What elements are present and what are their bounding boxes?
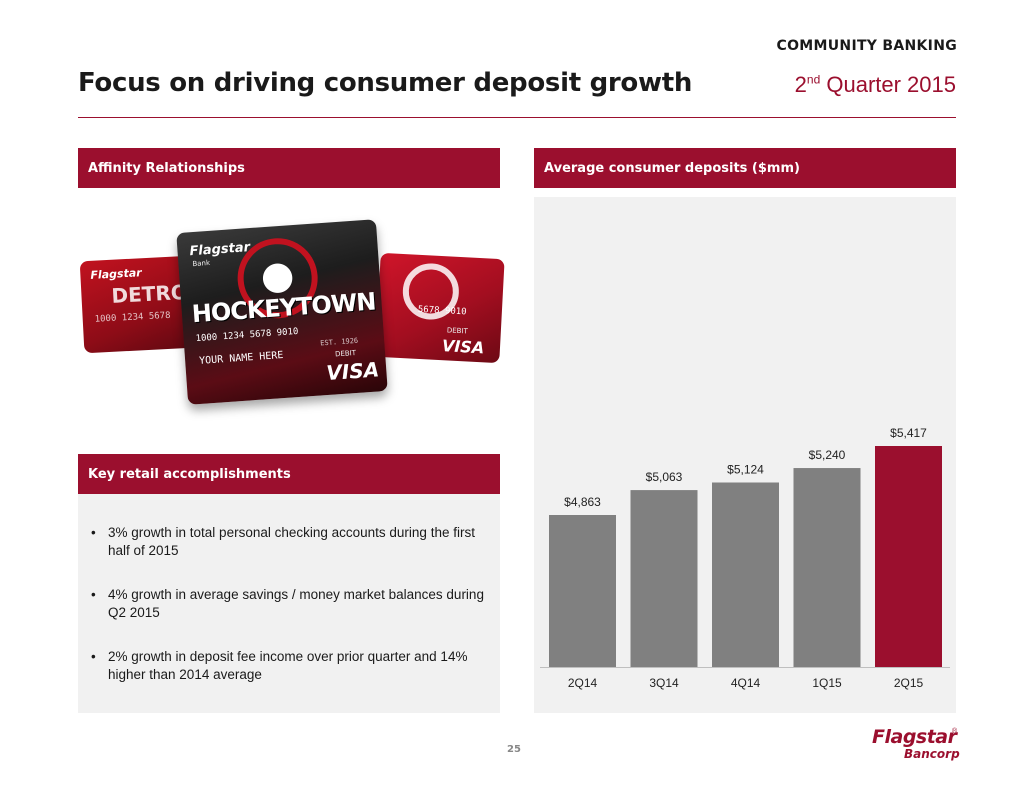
card-number-left: 1000 1234 5678 [94, 310, 171, 325]
x-tick-label: 2Q14 [568, 676, 598, 690]
x-tick-label: 4Q14 [731, 676, 761, 690]
list-item: 2% growth in deposit fee income over pri… [88, 648, 488, 684]
page-title: Focus on driving consumer deposit growth [78, 68, 693, 98]
logo-main-text: Flagstar [872, 726, 957, 748]
title-divider [78, 117, 956, 118]
affinity-header: Affinity Relationships [78, 148, 500, 188]
x-tick-label: 3Q14 [649, 676, 679, 690]
card-brand: Flagstar [90, 266, 142, 282]
card-debit-label: DEBIT [334, 348, 357, 359]
accomplishments-list: 3% growth in total personal checking acc… [88, 524, 488, 710]
card-number-center: 1000 1234 5678 9010 [195, 326, 299, 345]
section-tag: COMMUNITY BANKING [776, 38, 957, 54]
list-item: 3% growth in total personal checking acc… [88, 524, 488, 560]
x-tick-label: 2Q15 [894, 676, 924, 690]
accomplishments-panel: 3% growth in total personal checking acc… [78, 494, 500, 713]
data-label: $4,863 [564, 495, 601, 509]
visa-logo: VISA [441, 336, 485, 358]
deposits-chart-panel: $4,863 2Q14 $5,063 3Q14 $5,124 4Q14 $5,240 1Q15… [534, 197, 956, 713]
bar-4q14 [712, 482, 779, 667]
bar-2q14 [549, 515, 616, 667]
card-est-label: EST. 1926 [320, 336, 359, 348]
bar-2q15 [875, 446, 942, 667]
list-item: 4% growth in average savings / money mar… [88, 586, 488, 622]
data-label: $5,124 [727, 462, 764, 476]
card-wings: 5678 9010 DEBIT VISA [375, 252, 505, 364]
card-hockeytown: Flagstar Bank HOCKEYTOWN 1000 1234 5678 … [176, 219, 388, 405]
card-debit-label: DEBIT [446, 326, 468, 336]
accomplishments-header: Key retail accomplishments [78, 454, 500, 494]
deposits-bar-chart: $4,863 2Q14 $5,063 3Q14 $5,124 4Q14 $5,240 1Q15… [540, 426, 950, 690]
visa-logo: VISA [325, 357, 380, 386]
bar-3q14 [630, 490, 698, 667]
data-label: $5,240 [809, 448, 846, 462]
quarter-label: 2nd Quarter 2015 [794, 72, 956, 97]
data-label: $5,063 [646, 470, 683, 484]
x-tick-label: 1Q15 [812, 676, 842, 690]
data-label: $5,417 [890, 426, 927, 440]
bar-1q15 [793, 468, 861, 667]
card-name: YOUR NAME HERE [198, 350, 284, 367]
affinity-cards-image: Flagstar DETROIT 1000 1234 5678 5678 901… [78, 198, 505, 428]
logo-sub-text: Bancorp [904, 747, 960, 761]
logo-registered-mark: ® [952, 728, 958, 735]
card-brand: Flagstar [189, 240, 251, 260]
deposits-header: Average consumer deposits ($mm) [534, 148, 956, 188]
page-number: 25 [507, 744, 521, 755]
hockeytown-text: HOCKEYTOWN [190, 287, 377, 329]
card-bank-label: Bank [192, 258, 211, 269]
flagstar-logo: Flagstar ® Bancorp [872, 726, 962, 766]
